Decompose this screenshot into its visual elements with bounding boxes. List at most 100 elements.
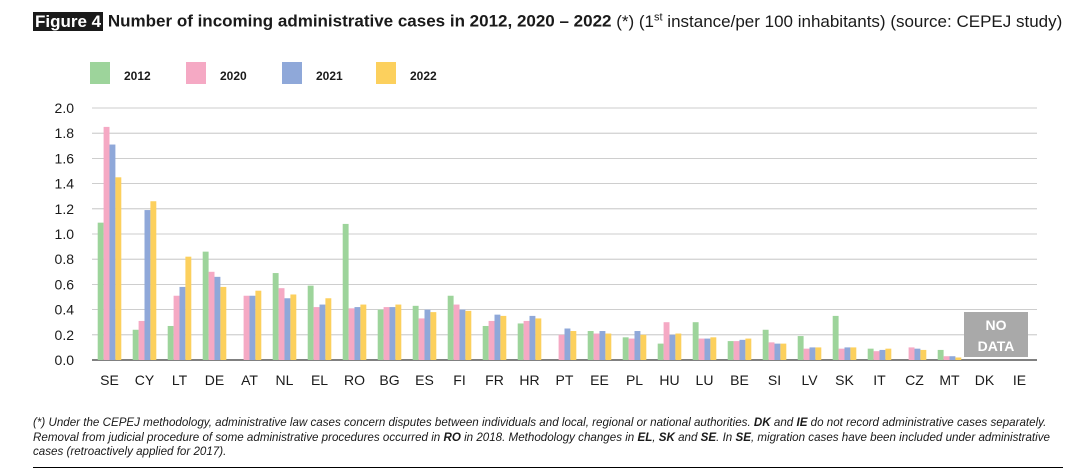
legend-swatch-2012 [90, 62, 110, 84]
x-tick-label-HR: HR [519, 372, 539, 388]
figure-title-rest: (*) (1st instance/per 100 inhabitants) (… [616, 11, 1062, 31]
bar-IT-2022 [885, 348, 892, 360]
no-data-label-line1: NO [986, 317, 1007, 333]
bar-BG-2022 [395, 304, 402, 360]
bar-DE-2012 [202, 251, 209, 360]
bar-SE-2020 [103, 126, 110, 361]
footnote-text-3: do not record administrative cases separ… [33, 416, 1047, 444]
footnote-sk: SK [658, 430, 675, 444]
x-tick-label-LU: LU [696, 372, 714, 388]
x-tick-label-EE: EE [590, 372, 609, 388]
bar-EE-2020 [593, 333, 600, 360]
bar-IT-2012 [867, 348, 874, 360]
bar-ES-2020 [418, 318, 425, 360]
bar-DE-2021 [214, 276, 221, 360]
bar-BE-2020 [733, 341, 740, 360]
y-tick-label-0.0: 0.0 [55, 352, 75, 368]
x-tick-label-LV: LV [801, 372, 818, 388]
bar-SI-2012 [762, 329, 769, 360]
x-tick-label-SK: SK [835, 372, 854, 388]
bar-LV-2012 [797, 336, 804, 360]
bar-SK-2022 [850, 347, 857, 360]
figure-title-bold: Number of incoming administrative cases … [107, 11, 612, 31]
footnote-text-6: and [674, 430, 701, 444]
figure-title: Figure 4 Number of incoming administrati… [33, 6, 1063, 33]
bar-CZ-2020 [908, 347, 915, 360]
bar-MT-2021 [949, 356, 956, 360]
bar-CY-2020 [138, 320, 145, 360]
x-tick-label-DE: DE [205, 372, 224, 388]
bar-HU-2022 [675, 333, 682, 360]
title-pre: (*) (1 [616, 11, 654, 31]
x-tick-label-EL: EL [311, 372, 328, 388]
bar-SI-2021 [774, 343, 781, 360]
bar-FI-2022 [465, 310, 472, 360]
footnote-text-2: and [770, 416, 797, 429]
bar-HR-2012 [517, 323, 524, 360]
bar-BG-2020 [383, 307, 390, 360]
x-tick-label-HU: HU [659, 372, 679, 388]
bar-MT-2022 [955, 357, 962, 360]
bar-PT-2022 [570, 331, 577, 360]
bar-IT-2020 [873, 351, 880, 360]
bar-CY-2012 [132, 329, 139, 360]
bar-EE-2012 [587, 331, 594, 360]
bar-HR-2021 [529, 315, 536, 360]
bar-EL-2022 [325, 298, 332, 360]
bar-DE-2022 [220, 286, 227, 360]
bar-CY-2022 [150, 201, 157, 360]
bar-ES-2021 [424, 309, 431, 360]
bar-NL-2020 [278, 288, 285, 360]
bar-CY-2021 [144, 210, 151, 360]
bar-FI-2021 [459, 309, 466, 360]
x-tick-label-NL: NL [276, 372, 294, 388]
bar-PL-2012 [622, 337, 629, 360]
bar-RO-2012 [342, 223, 349, 360]
bar-LU-2012 [692, 322, 699, 360]
bar-SK-2012 [832, 315, 839, 360]
bar-LV-2022 [815, 347, 822, 360]
x-tick-label-CY: CY [135, 372, 155, 388]
bar-BG-2021 [389, 307, 396, 360]
x-tick-label-SI: SI [768, 372, 781, 388]
bar-IT-2021 [879, 349, 886, 360]
x-tick-label-PL: PL [626, 372, 643, 388]
y-tick-label-1.4: 1.4 [55, 176, 75, 192]
bar-SE-2022 [115, 177, 122, 360]
bar-LT-2021 [179, 286, 186, 360]
legend-label-2012: 2012 [124, 69, 151, 83]
x-tick-label-ES: ES [415, 372, 434, 388]
legend-label-2022: 2022 [410, 69, 437, 83]
x-tick-label-RO: RO [344, 372, 365, 388]
bar-HR-2020 [523, 320, 530, 360]
bar-ES-2022 [430, 312, 437, 360]
footnote-el: EL [637, 430, 653, 444]
bar-FR-2020 [488, 320, 495, 360]
footnote-text-7: . In [716, 430, 736, 444]
bar-NL-2022 [290, 294, 297, 360]
legend-swatch-2022 [376, 62, 396, 84]
bar-MT-2020 [943, 356, 950, 360]
bar-HR-2022 [535, 318, 542, 360]
bar-LT-2012 [167, 325, 174, 360]
bar-FR-2021 [494, 314, 501, 360]
bar-AT-2022 [255, 290, 262, 360]
bar-LU-2020 [698, 338, 705, 360]
bar-RO-2022 [360, 304, 367, 360]
legend-swatch-2020 [186, 62, 206, 84]
bar-NL-2021 [284, 298, 291, 360]
bar-MT-2012 [937, 349, 944, 360]
legend-label-2020: 2020 [220, 69, 247, 83]
bar-SI-2020 [768, 342, 775, 360]
footnote-text-1: (*) Under the CEPEJ methodology, adminis… [33, 416, 754, 429]
footnote-dk: DK [753, 416, 771, 429]
bar-EL-2012 [307, 285, 314, 360]
bar-PT-2021 [564, 328, 571, 360]
legend-label-2021: 2021 [316, 69, 343, 83]
bar-SK-2021 [844, 347, 851, 360]
x-tick-label-IE: IE [1013, 372, 1026, 388]
x-tick-label-BG: BG [379, 372, 399, 388]
bar-EL-2021 [319, 304, 326, 360]
footnote-ie: IE [796, 416, 808, 429]
footnote-se: SE [700, 430, 717, 444]
